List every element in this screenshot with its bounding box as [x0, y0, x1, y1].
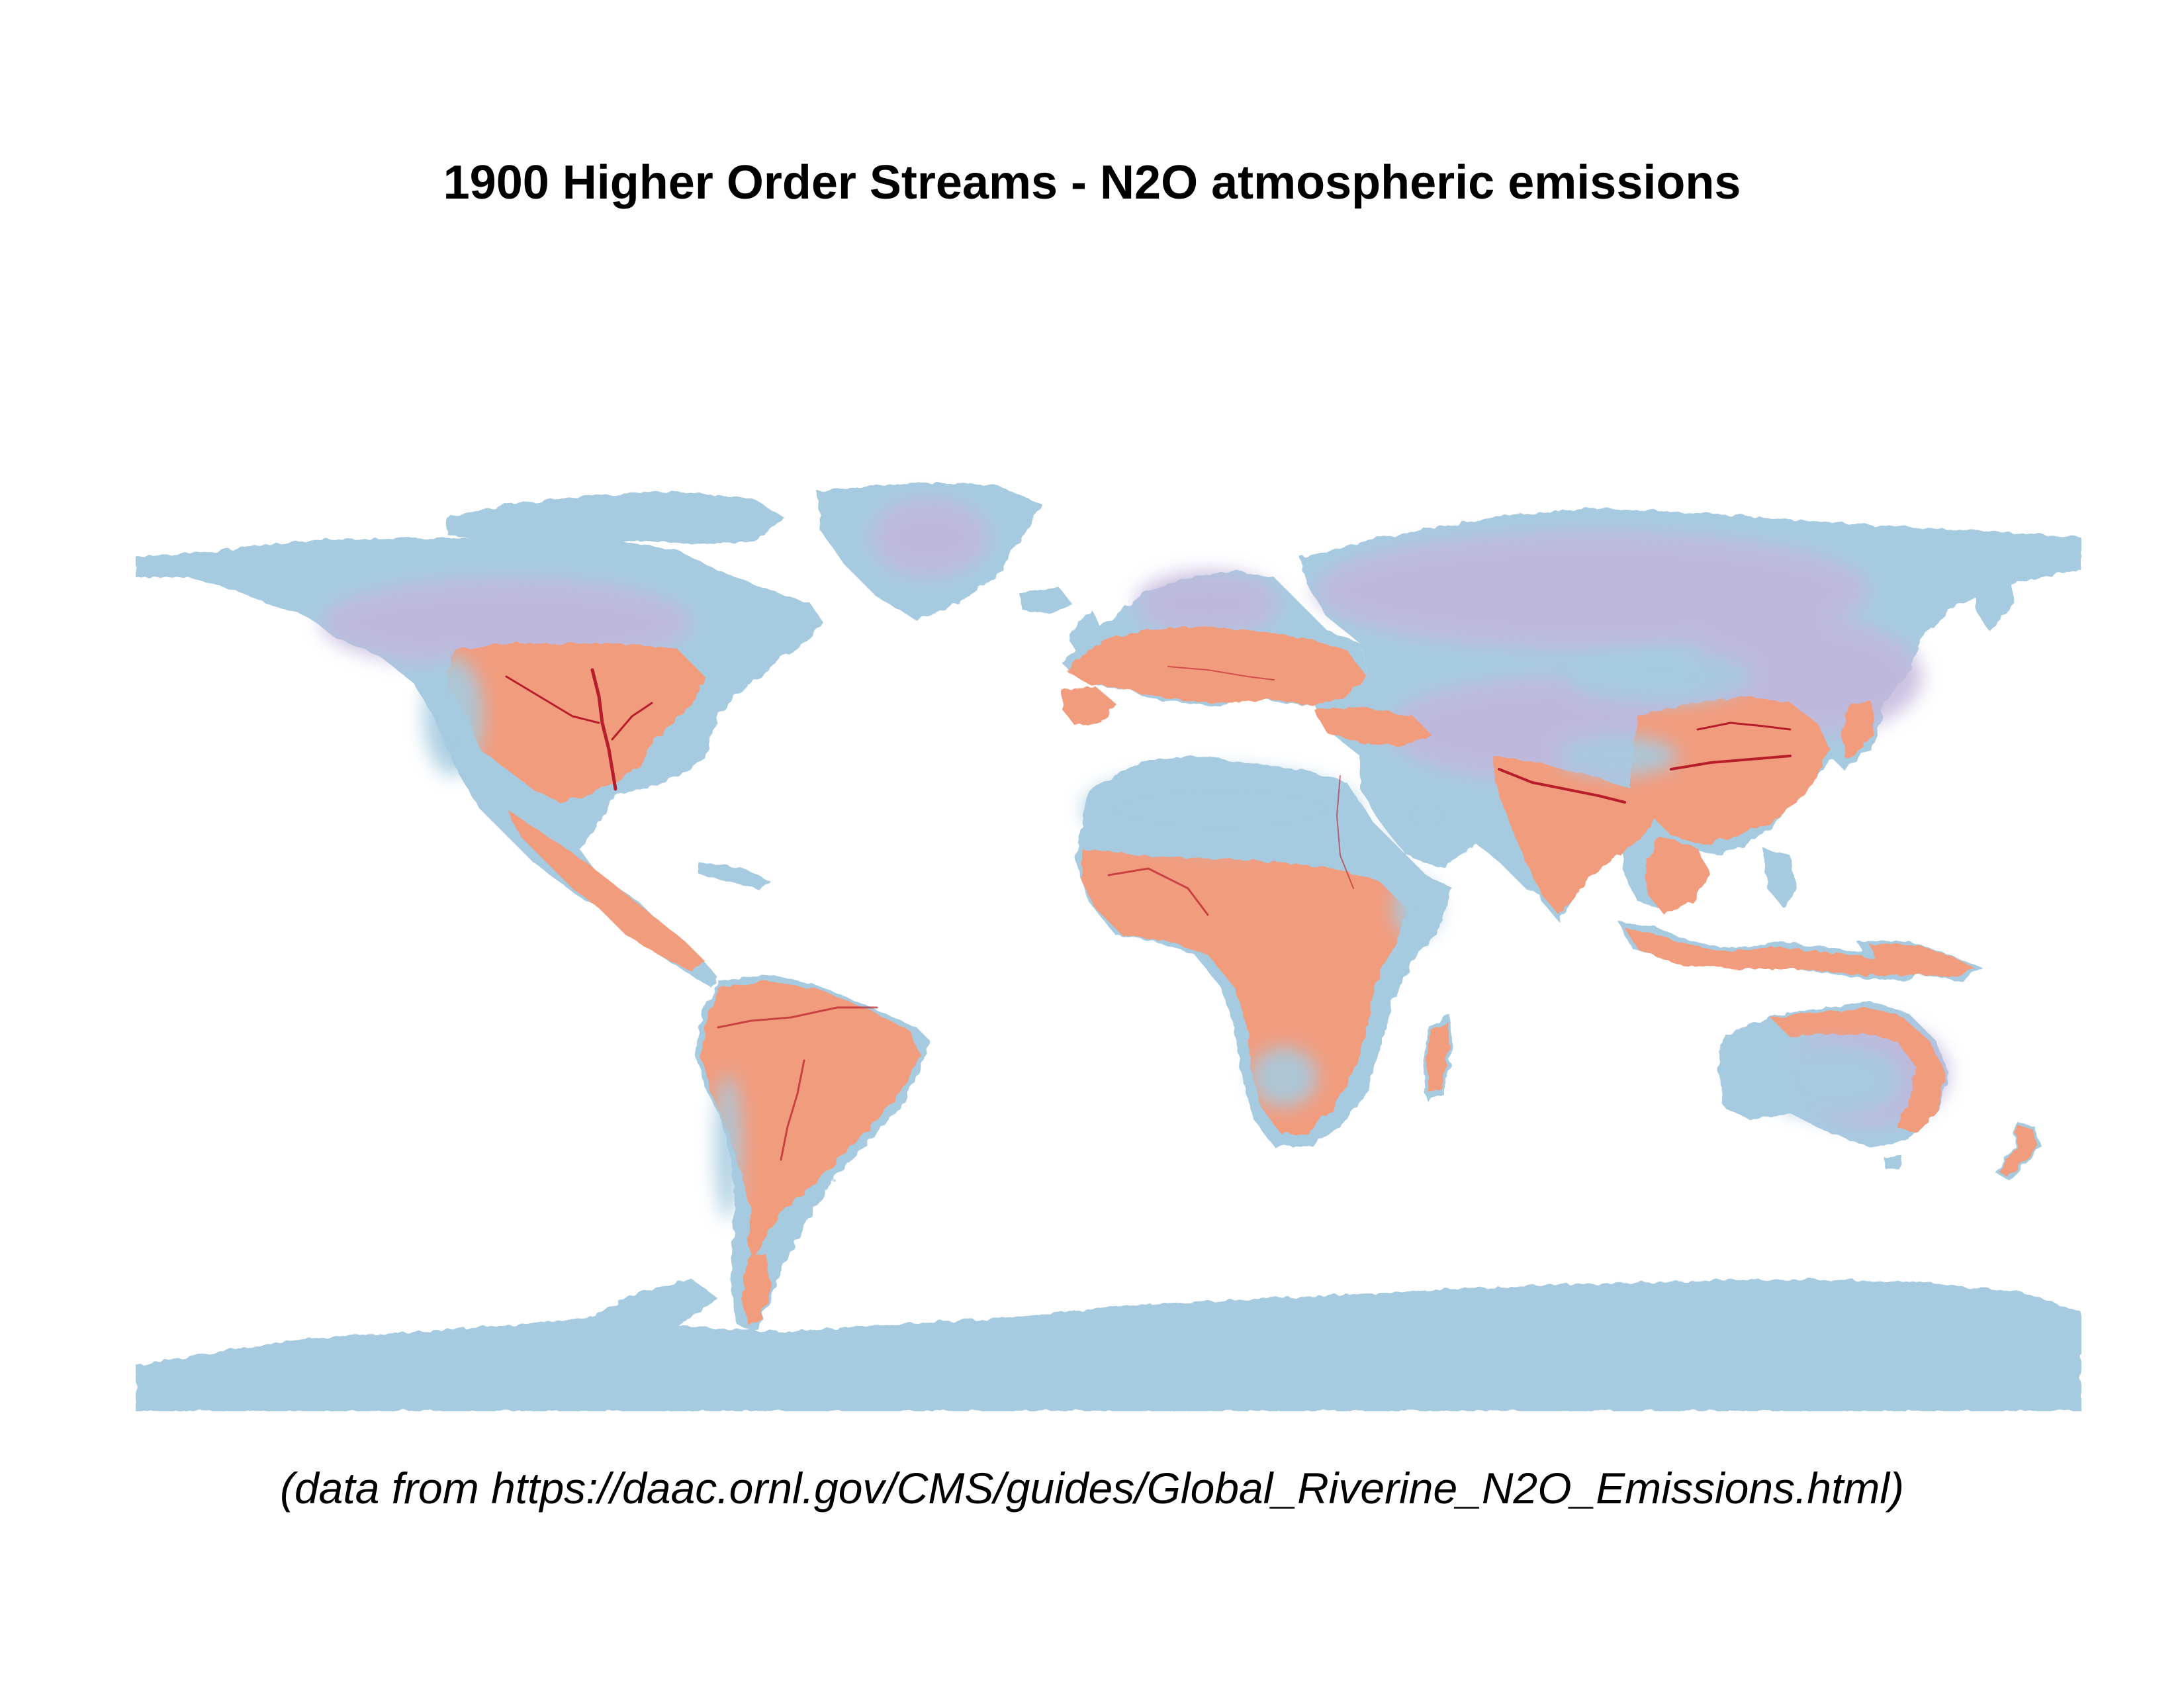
niger-river: [1107, 867, 1209, 916]
kalahari-low-zone: [1251, 1047, 1317, 1107]
new-zealand-high-emission-zone: [1999, 1123, 2038, 1176]
iberia-high-emission-zone: [1062, 686, 1115, 726]
ohio-river: [611, 702, 653, 741]
new-guinea-high-emission-zone: [1870, 945, 1976, 978]
indonesia-high-emission-zone: [1625, 928, 1923, 976]
east-asia-high-emission-zone: [1631, 696, 1830, 845]
greenland-mid-zone: [870, 498, 989, 577]
data-source-caption: (data from https://daac.ornl.gov/CMS/gui…: [279, 1464, 1905, 1513]
us-west-low-zone: [424, 657, 483, 776]
horn-of-africa-low-zone: [1393, 878, 1439, 938]
caribbean-islands: [698, 862, 771, 888]
south-america-high-emission-zone: [702, 981, 920, 1259]
anatolia-high-emission-zone: [1314, 706, 1433, 746]
danube-river: [1167, 666, 1275, 680]
map-title: 1900 Higher Order Streams - N2O atmosphe…: [443, 156, 1741, 209]
tibet-low-zone: [1559, 736, 1678, 776]
arctic-islands: [447, 491, 784, 544]
world-map: [136, 478, 2081, 1411]
africa-high-emission-zone: [1082, 849, 1406, 1133]
tasmania-island: [1883, 1156, 1903, 1170]
gobi-low-zone: [1565, 650, 1751, 703]
south-asia-high-emission-zone: [1492, 756, 1658, 915]
patagonia-high-emission-zone: [741, 1252, 771, 1325]
europe-high-emission-zone: [1066, 627, 1367, 706]
missouri-river: [505, 675, 600, 724]
philippines-islands: [1764, 849, 1797, 908]
mexico-high-emission-zone: [506, 809, 705, 971]
southeast-asia-high-emission-zone: [1645, 835, 1711, 915]
amazon-river: [717, 1006, 878, 1029]
andes-low-zone: [715, 1074, 741, 1219]
australia-high-emission-zone: [1770, 1008, 1946, 1133]
parana-river: [780, 1059, 805, 1161]
iceland-landmass: [1019, 587, 1072, 614]
japan-high-emission-zone: [1842, 700, 1876, 759]
usa-high-emission-zone: [447, 643, 705, 802]
yellow-river: [1696, 722, 1792, 731]
siberia-mid-zone: [1314, 531, 1870, 650]
antarctica-landmass: [136, 1279, 2081, 1411]
nile-river: [1336, 775, 1354, 889]
ganges-river: [1498, 768, 1626, 804]
sahara-low-zone: [1082, 769, 1360, 849]
scandinavia-mid-zone: [1135, 571, 1281, 637]
kamchatka-peninsula: [1976, 571, 2015, 630]
british-isles: [1069, 610, 1102, 655]
yangtze-river: [1670, 755, 1792, 771]
arabia-low-zone: [1387, 782, 1466, 849]
australia-interior-low-zone: [1757, 1044, 1903, 1117]
madagascar-high-emission-zone: [1426, 1021, 1449, 1094]
mississippi-river: [590, 668, 617, 791]
